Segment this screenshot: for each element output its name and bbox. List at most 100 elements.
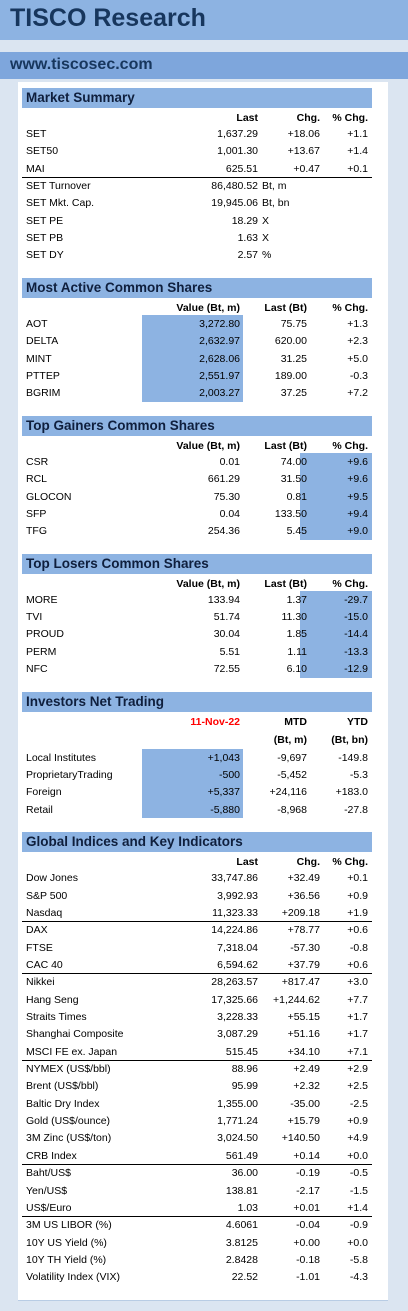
cell: -5,452 <box>277 769 307 781</box>
cell: 75.75 <box>280 317 307 330</box>
cell: +1.3 <box>347 317 368 330</box>
row-label: Baht/US$ <box>26 1167 71 1180</box>
cell: -5,880 <box>210 803 240 816</box>
cell: 17,325.66 <box>211 993 258 1006</box>
column-header: MTD <box>284 715 307 728</box>
cell: -9,697 <box>277 751 307 764</box>
row-label: Retail <box>26 803 53 816</box>
cell: +5,337 <box>207 786 240 799</box>
cell: -0.3 <box>349 370 368 382</box>
cell: +2.49 <box>293 1063 320 1076</box>
cell: 625.51 <box>225 162 258 175</box>
cell: +1.4 <box>347 1201 368 1214</box>
cell: +4.9 <box>347 1132 368 1145</box>
cell: +5.0 <box>347 352 368 365</box>
cell: 5.45 <box>286 525 307 538</box>
row-label: CRB Index <box>26 1149 77 1162</box>
cell: +9.5 <box>347 490 368 503</box>
cell: +140.50 <box>281 1132 320 1145</box>
cell: +37.79 <box>287 958 320 971</box>
cell: -149.8 <box>338 751 368 764</box>
section-header: Top Losers Common Shares <box>22 553 372 574</box>
cell: 11,323.33 <box>212 906 258 919</box>
cell: 2.8428 <box>225 1253 258 1266</box>
highlight-cell <box>300 470 372 488</box>
website-band: www.tiscosec.com <box>0 52 408 79</box>
highlight-cell <box>142 783 243 802</box>
cell: -13.3 <box>344 645 368 658</box>
cell: 3,992.93 <box>217 889 258 902</box>
cell: 1.11 <box>287 645 307 658</box>
cell: 28,263.57 <box>211 976 258 989</box>
column-header: % Chg. <box>332 856 368 869</box>
highlight-cell <box>300 522 372 540</box>
row-label: 10Y US Yield (%) <box>26 1236 107 1249</box>
cell: 75.30 <box>213 490 240 503</box>
row-label: Baltic Dry Index <box>26 1097 100 1110</box>
highlight-cell <box>300 608 372 626</box>
cell: 133.94 <box>207 593 240 606</box>
cell: -1.5 <box>349 1184 368 1197</box>
cell: +209.18 <box>281 906 320 919</box>
cell: 1.37 <box>286 593 307 606</box>
row-label: CAC 40 <box>26 958 63 971</box>
row-label: NFC <box>26 663 48 676</box>
column-header: Last (Bt) <box>264 439 307 452</box>
cell: -2.5 <box>349 1097 368 1110</box>
cell: 1,355.00 <box>217 1097 258 1110</box>
cell: 30.04 <box>213 628 240 641</box>
cell: -29.7 <box>344 593 368 606</box>
column-header: Value (Bt, m) <box>176 577 240 590</box>
section-header: Investors Net Trading <box>22 691 372 712</box>
row-label: SFP <box>26 507 47 520</box>
row-label: SET <box>26 128 47 140</box>
cell: 254.36 <box>207 525 240 538</box>
bottom-rule <box>18 1300 388 1301</box>
cell: 6,594.62 <box>217 958 258 971</box>
cell: -0.19 <box>296 1167 320 1180</box>
section-header: Market Summary <box>22 88 372 108</box>
cell: 1,637.29 <box>217 128 258 140</box>
cell: 133.50 <box>274 507 307 520</box>
unit: % <box>262 249 272 262</box>
cell: +9.4 <box>347 507 368 520</box>
cell: -0.9 <box>349 1219 368 1232</box>
row-label: Yen/US$ <box>26 1184 68 1197</box>
cell: +1.9 <box>347 906 368 919</box>
highlight-cell <box>300 660 372 678</box>
separator <box>22 920 372 922</box>
cell: +0.1 <box>347 872 368 885</box>
cell: 515.45 <box>225 1045 258 1058</box>
cell: 3.8125 <box>225 1236 258 1249</box>
separator <box>22 1163 372 1165</box>
cell: +183.0 <box>335 786 368 799</box>
column-header: Value (Bt, m) <box>176 439 240 452</box>
row-label: DELTA <box>26 335 59 348</box>
column-header: Last <box>236 856 258 869</box>
cell: -2.17 <box>296 1184 320 1197</box>
cell: 88.96 <box>231 1063 258 1076</box>
cell: -8,968 <box>277 803 307 816</box>
row-label: Straits Times <box>26 1011 87 1023</box>
cell: 36.00 <box>231 1167 258 1180</box>
cell: -14.4 <box>344 628 368 641</box>
row-label: Foreign <box>26 786 62 799</box>
cell: -0.18 <box>296 1253 320 1266</box>
cell: +9.0 <box>347 525 368 538</box>
cell: 31.50 <box>280 473 307 486</box>
cell: 74.00 <box>280 455 307 468</box>
cell: +0.47 <box>293 162 320 175</box>
row-label: SET DY <box>26 249 64 262</box>
cell: -12.9 <box>344 663 368 676</box>
cell: +7.1 <box>347 1045 368 1058</box>
unit: X <box>262 232 270 245</box>
cell: -0.5 <box>349 1167 368 1180</box>
highlight-cell <box>142 748 243 767</box>
cell: +2.3 <box>347 335 368 348</box>
row-label: AOT <box>26 317 48 330</box>
cell: 18.29 <box>231 214 258 227</box>
cell: +7.7 <box>347 993 368 1006</box>
cell: +51.16 <box>287 1028 320 1041</box>
cell: 72.55 <box>213 663 240 676</box>
cell: 0.81 <box>286 490 307 503</box>
